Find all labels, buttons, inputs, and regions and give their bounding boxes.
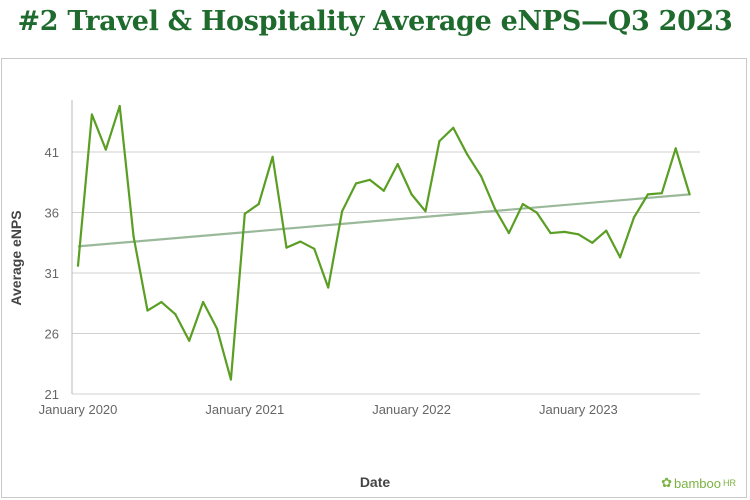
data-point bbox=[299, 240, 302, 243]
data-point bbox=[118, 104, 121, 108]
data-point bbox=[480, 175, 483, 178]
data-point bbox=[354, 182, 358, 185]
data-point bbox=[132, 235, 135, 238]
data-point bbox=[591, 241, 594, 244]
x-tick-label: January 2022 bbox=[372, 402, 451, 417]
data-point bbox=[174, 313, 177, 316]
data-point bbox=[619, 256, 622, 259]
x-tick-label: January 2023 bbox=[539, 402, 618, 417]
data-point bbox=[632, 216, 636, 219]
y-tick-label: 41 bbox=[45, 145, 59, 160]
y-tick-label: 31 bbox=[45, 266, 59, 281]
data-point bbox=[605, 229, 608, 232]
brand-name: bamboo bbox=[674, 475, 721, 491]
x-axis-title: Date bbox=[360, 474, 391, 490]
data-point bbox=[327, 286, 330, 289]
data-point bbox=[382, 189, 385, 192]
data-point bbox=[313, 247, 316, 250]
data-point bbox=[688, 193, 691, 196]
data-point bbox=[577, 233, 580, 236]
data-point bbox=[229, 378, 232, 381]
data-point bbox=[521, 202, 524, 206]
bamboohr-logo: ✿ bamboo HR bbox=[661, 475, 736, 491]
data-point bbox=[104, 148, 107, 151]
y-tick-label: 36 bbox=[45, 206, 59, 221]
data-point bbox=[188, 339, 191, 342]
data-point bbox=[452, 126, 455, 129]
x-tick-labels: January 2020 January 2021 January 2022 Janu… bbox=[39, 402, 618, 417]
data-point bbox=[368, 178, 371, 181]
data-point bbox=[215, 327, 219, 330]
data-point bbox=[160, 300, 163, 304]
grid-lines bbox=[72, 151, 700, 395]
data-point bbox=[257, 202, 260, 206]
data-point bbox=[674, 147, 677, 150]
enps-series-line bbox=[76, 104, 691, 381]
data-point bbox=[202, 300, 205, 304]
data-point bbox=[271, 155, 274, 158]
data-point bbox=[410, 193, 413, 196]
data-point bbox=[146, 309, 149, 312]
leaf-icon: ✿ bbox=[661, 475, 673, 490]
data-point bbox=[549, 231, 552, 235]
y-tick-label: 26 bbox=[45, 327, 59, 342]
data-points bbox=[76, 104, 691, 381]
data-point bbox=[646, 193, 650, 196]
data-point bbox=[90, 113, 93, 116]
data-point bbox=[563, 230, 566, 233]
chart-frame bbox=[1, 58, 747, 498]
brand-suffix: HR bbox=[723, 478, 736, 488]
data-point bbox=[507, 231, 510, 235]
data-point bbox=[285, 246, 288, 249]
data-point bbox=[341, 210, 344, 213]
y-tick-labels: 21 26 31 36 41 bbox=[45, 145, 59, 402]
data-point bbox=[535, 211, 538, 214]
trend-line bbox=[77, 193, 690, 248]
y-axis-title: Average eNPS bbox=[8, 210, 24, 305]
y-tick-label: 21 bbox=[45, 387, 59, 402]
data-point bbox=[396, 163, 399, 166]
chart-title: #2 Travel & Hospitality Average eNPS—Q3 … bbox=[17, 6, 733, 37]
x-tick-label: January 2020 bbox=[39, 402, 118, 417]
data-point bbox=[424, 210, 427, 213]
data-point bbox=[243, 212, 246, 215]
x-tick-label: January 2021 bbox=[205, 402, 284, 417]
data-point bbox=[76, 264, 80, 267]
data-point bbox=[493, 207, 497, 210]
data-point bbox=[466, 153, 469, 156]
data-point bbox=[660, 192, 663, 195]
data-point bbox=[438, 140, 441, 143]
